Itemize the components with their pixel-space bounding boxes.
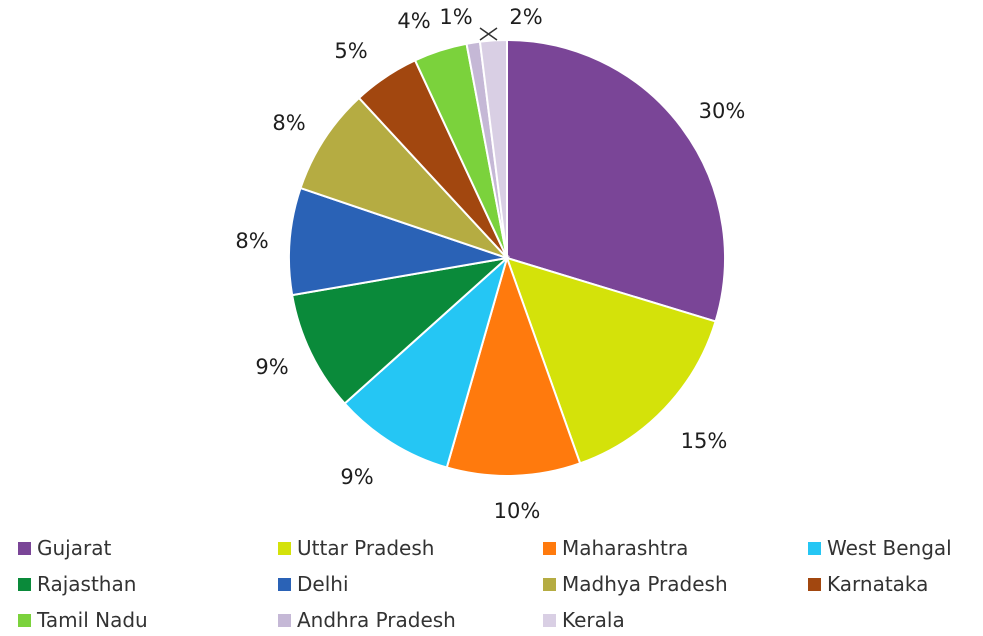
legend-label: Rajasthan <box>37 572 137 596</box>
legend-swatch <box>278 577 291 591</box>
legend-swatch <box>808 577 821 591</box>
data-label-madhya-pradesh: 8% <box>272 111 305 135</box>
legend-item-gujarat: Gujarat <box>18 532 278 564</box>
legend-item-maharashtra: Maharashtra <box>543 532 808 564</box>
pie-slice-uttar-pradesh <box>505 256 717 465</box>
pie-slice-delhi <box>288 186 508 297</box>
data-label-tamil-nadu: 4% <box>397 9 430 33</box>
legend-label: Uttar Pradesh <box>297 536 435 560</box>
legend-label: Gujarat <box>37 536 112 560</box>
legend: Gujarat Uttar Pradesh Maharashtra West Beng… <box>18 532 978 636</box>
data-label-rajasthan: 9% <box>255 355 288 379</box>
legend-swatch <box>543 613 556 627</box>
legend-item-tamil-nadu: Tamil Nadu <box>18 604 278 636</box>
data-label-west-bengal: 9% <box>340 465 373 489</box>
legend-swatch <box>18 541 31 555</box>
data-label-maharashtra: 10% <box>494 499 541 523</box>
pie-slice-kerala <box>478 38 508 259</box>
legend-item-madhya-pradesh: Madhya Pradesh <box>543 568 808 600</box>
leader-line <box>479 27 498 41</box>
legend-item-kerala: Kerala <box>543 604 808 636</box>
legend-swatch <box>278 541 291 555</box>
legend-item-delhi: Delhi <box>278 568 543 600</box>
data-label-karnataka: 5% <box>334 39 367 63</box>
legend-label: Tamil Nadu <box>37 608 148 632</box>
legend-label: Maharashtra <box>562 536 689 560</box>
data-label-delhi: 8% <box>235 229 268 253</box>
legend-label: Madhya Pradesh <box>562 572 728 596</box>
data-label-uttar-pradesh: 15% <box>681 429 728 453</box>
legend-swatch <box>18 577 31 591</box>
data-label-kerala: 2% <box>509 5 542 29</box>
legend-swatch <box>543 541 556 555</box>
pie-slice-west-bengal <box>343 254 509 469</box>
legend-item-uttar-pradesh: Uttar Pradesh <box>278 532 543 564</box>
legend-item-andhra-pradesh: Andhra Pradesh <box>278 604 543 636</box>
legend-item-karnataka: Karnataka <box>808 568 978 600</box>
legend-item-west-bengal: West Bengal <box>808 532 978 564</box>
pie-slice-maharashtra <box>445 254 582 477</box>
data-label-gujarat: 30% <box>699 99 746 123</box>
pie-slice-madhya-pradesh <box>299 96 508 259</box>
legend-label: Kerala <box>562 608 625 632</box>
pie-slice-gujarat <box>506 38 726 323</box>
legend-label: West Bengal <box>827 536 952 560</box>
legend-swatch <box>278 613 291 627</box>
legend-label: Karnataka <box>827 572 929 596</box>
legend-label: Delhi <box>297 572 349 596</box>
legend-swatch <box>18 613 31 627</box>
legend-swatch <box>543 577 556 591</box>
legend-label: Andhra Pradesh <box>297 608 456 632</box>
pie-chart: 30% 15% 10% 9% 9% 8% 8% 5% 4% 1% 2% <box>235 5 746 523</box>
pie-slice-rajasthan <box>291 256 511 405</box>
legend-swatch <box>808 541 821 555</box>
legend-item-rajasthan: Rajasthan <box>18 568 278 600</box>
data-label-andhra-pradesh: 1% <box>439 5 472 29</box>
